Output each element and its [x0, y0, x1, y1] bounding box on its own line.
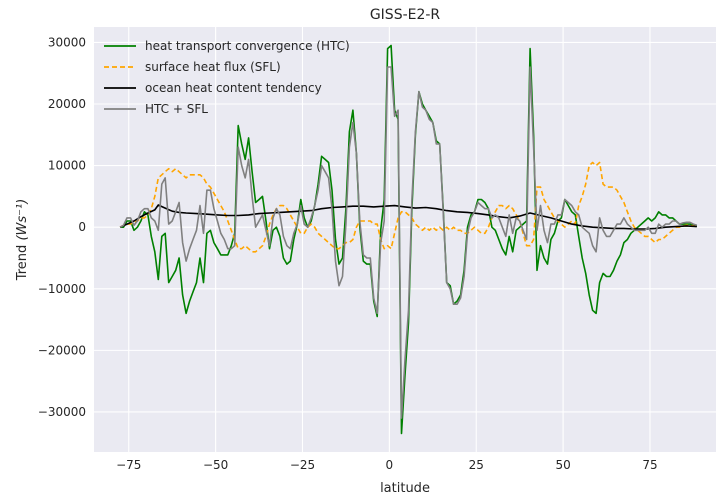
y-tick-label: 10000: [48, 159, 86, 173]
y-tick-label: −10000: [38, 282, 86, 296]
legend-label: heat transport convergence (HTC): [145, 39, 350, 53]
legend-label: HTC + SFL: [145, 102, 208, 116]
y-tick-label: 20000: [48, 97, 86, 111]
series-line-2: [119, 204, 697, 230]
y-axis-ticks: −30000 −20000 −10000 0 10000 20000 30000: [38, 35, 86, 419]
x-tick-label: −25: [290, 458, 315, 472]
series-line-3: [119, 66, 698, 419]
y-axis-label-unit: (Ws⁻¹): [15, 199, 30, 241]
x-tick-label: 50: [555, 458, 570, 472]
legend-label: ocean heat content tendency: [145, 81, 322, 95]
x-tick-label: 75: [642, 458, 657, 472]
y-tick-label: 30000: [48, 35, 86, 49]
x-axis-ticks: −75 −50 −25 0 25 50 75: [116, 458, 658, 472]
y-axis-label-text: Trend: [15, 245, 30, 282]
y-axis-label-group: Trend (Ws⁻¹): [15, 199, 30, 282]
series-line-0: [120, 44, 698, 435]
x-axis-label: latitude: [380, 481, 430, 496]
y-tick-label: −30000: [38, 405, 86, 419]
legend-label: surface heat flux (SFL): [145, 60, 281, 74]
x-tick-label: −75: [116, 458, 141, 472]
x-tick-label: 0: [386, 458, 394, 472]
chart-title: GISS-E2-R: [370, 7, 441, 23]
y-tick-label: −20000: [38, 343, 86, 357]
x-tick-label: −50: [203, 458, 228, 472]
legend: heat transport convergence (HTC) surface …: [104, 39, 350, 116]
series-line-1: [119, 161, 698, 253]
series-layer: [119, 44, 698, 435]
y-axis-label: Trend (Ws⁻¹): [15, 199, 30, 282]
y-tick-label: 0: [78, 220, 86, 234]
x-tick-label: 25: [469, 458, 484, 472]
